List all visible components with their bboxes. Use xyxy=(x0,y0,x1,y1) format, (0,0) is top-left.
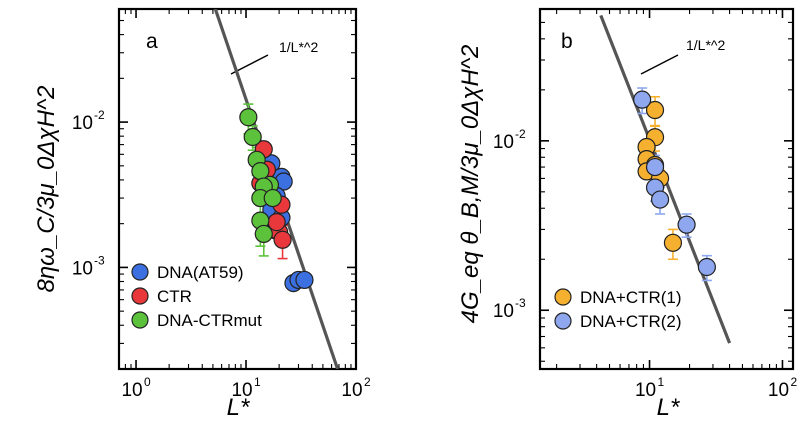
a-y-tick-label: 10 xyxy=(72,258,93,279)
a-y-tick-label-exp: -2 xyxy=(94,108,105,122)
a-x-tick-label-exp: 0 xyxy=(144,375,151,389)
panel-a-plot: a 1/L*^2 10 0 10 1 10 210 -310 -2 DNA(AT59)CTRD… xyxy=(33,7,371,421)
panel-b-x-label: L* xyxy=(657,394,680,421)
b-legend-marker xyxy=(554,312,572,330)
a-x-tick-label: 10 xyxy=(121,380,142,401)
panel-a-x-label: L* xyxy=(227,394,250,421)
a-legend-label: CTR xyxy=(157,287,192,306)
b-legend-marker xyxy=(554,288,572,306)
b-y-tick-label: 10 xyxy=(493,301,514,322)
a-legend-marker xyxy=(131,287,149,305)
b-data-point xyxy=(663,233,683,252)
b-data-point xyxy=(697,257,716,277)
a-x-tick-label: 10 xyxy=(341,380,362,401)
a-data-point xyxy=(267,213,286,232)
b-x-tick-label-exp: 2 xyxy=(790,375,797,389)
panel-b-ticks: 10 1 10 210 -310 -2 xyxy=(493,8,797,401)
b-y-tick-label-exp: -2 xyxy=(515,127,526,141)
b-data-point xyxy=(645,157,665,177)
b-x-tick-label-exp: 1 xyxy=(658,375,665,389)
b-legend-label: DNA+CTR(1) xyxy=(580,288,682,307)
a-x-tick-label: 10 xyxy=(231,380,252,401)
a-data-point xyxy=(239,108,258,127)
panel-b-plot: b 1/L*^2 10 1 10 210 -310 -2 DNA+CTR(1)DNA+CT… xyxy=(457,7,797,421)
b-data-point xyxy=(677,215,696,234)
a-legend-marker xyxy=(131,311,149,329)
a-data-point xyxy=(295,270,314,290)
b-x-tick-label: 10 xyxy=(768,380,789,401)
panel-b-points xyxy=(633,87,716,282)
a-legend-label: DNA(AT59) xyxy=(157,263,244,282)
a-legend-label: DNA-CTRmut xyxy=(157,311,262,330)
a-data-point xyxy=(273,230,292,249)
panel-b-slope-label: 1/L*^2 xyxy=(686,37,725,53)
a-y-tick-label-exp: -3 xyxy=(94,253,105,267)
a-legend-marker xyxy=(131,263,149,281)
panel-b-legend: DNA+CTR(1) DNA+CTR(2) xyxy=(554,288,682,331)
panel-b-slope-label-text: 1/L*^2 xyxy=(686,37,725,53)
panel-b-y-label: 4G_eq θ_B,M/3μ_0ΔχH^2 xyxy=(457,45,484,324)
a-data-point xyxy=(243,127,262,147)
panel-b-slope-indicator xyxy=(640,54,679,75)
a-data-point xyxy=(254,224,273,244)
b-data-point xyxy=(645,100,665,120)
a-x-tick-label-exp: 1 xyxy=(254,375,261,389)
panel-a-legend: DNA(AT59) CTR DNA-CTRmut xyxy=(131,263,262,330)
panel-a-ticks: 10 0 10 1 10 210 -310 -2 xyxy=(72,8,371,401)
panel-a-points xyxy=(239,103,314,293)
panel-b-frame xyxy=(538,7,795,371)
b-y-tick-label: 10 xyxy=(493,132,514,153)
panel-a-y-label: 8ηω_C/3μ_0ΔχH^2 xyxy=(33,85,60,292)
a-data-point xyxy=(263,188,282,208)
b-x-tick-label: 10 xyxy=(635,380,656,401)
panel-b-letter: b xyxy=(561,30,573,53)
panel-a-slope-label: 1/L*^2 xyxy=(279,39,318,55)
b-data-point xyxy=(650,190,670,209)
panel-a-slope-label-text: 1/L*^2 xyxy=(279,39,318,55)
panel-a-frame xyxy=(117,7,358,371)
b-y-tick-label-exp: -3 xyxy=(515,296,526,310)
panel-a-letter: a xyxy=(146,30,158,53)
a-x-tick-label-exp: 2 xyxy=(364,375,371,389)
b-data-point xyxy=(633,90,652,109)
a-y-tick-label: 10 xyxy=(72,113,93,134)
b-legend-label: DNA+CTR(2) xyxy=(580,312,682,331)
